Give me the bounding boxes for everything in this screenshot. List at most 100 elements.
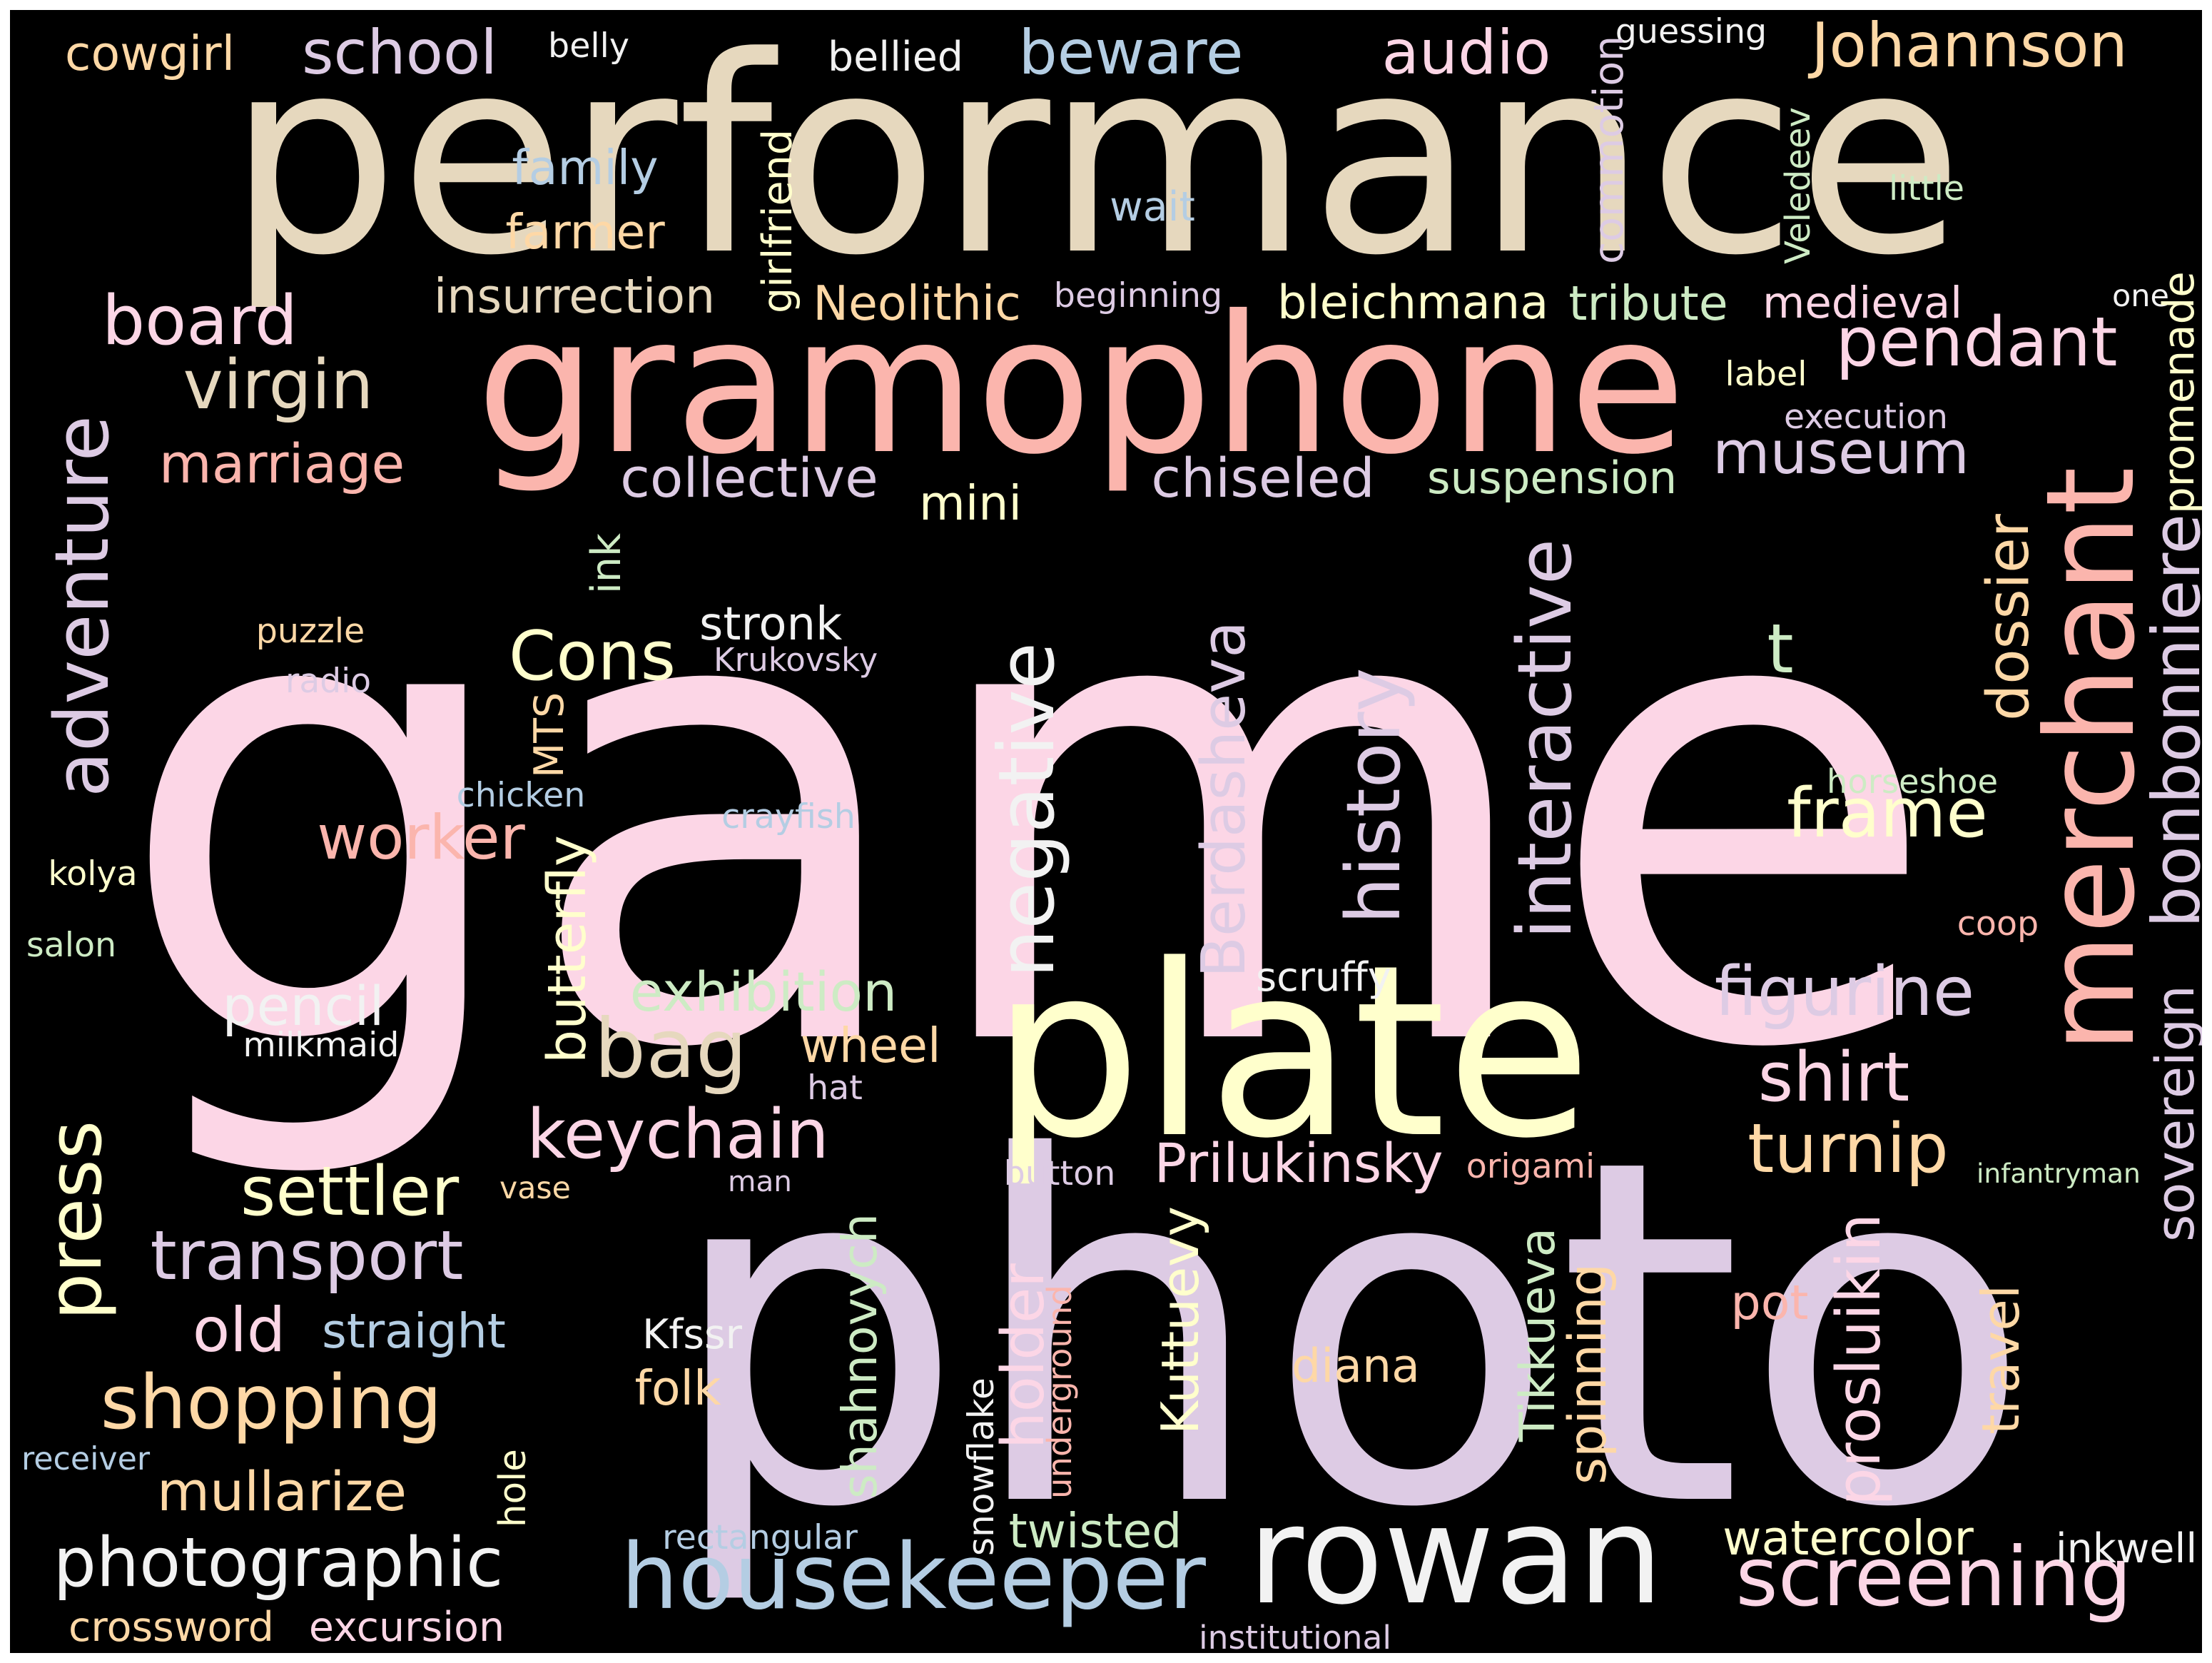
word-snowflake: snowflake: [959, 1378, 1002, 1556]
word-merchant: merchant: [2019, 467, 2162, 1053]
word-frame: frame: [1787, 774, 1988, 853]
word-interactive: interactive: [1501, 538, 1588, 939]
word-coop: coop: [1957, 904, 2039, 944]
word-scruffy: scruffy: [1256, 954, 1391, 1001]
word-museum: museum: [1713, 418, 1969, 487]
word-travel: travel: [1971, 1285, 2031, 1435]
word-pencil: pencil: [222, 974, 385, 1038]
word-worker: worker: [317, 803, 525, 874]
word-kolya: kolya: [48, 854, 138, 894]
word-plate: plate: [990, 914, 1593, 1191]
word-rowan: rowan: [1247, 1477, 1664, 1634]
word-photographic: photographic: [53, 1523, 504, 1602]
word-beware: beware: [1018, 18, 1244, 89]
word-mini: mini: [919, 475, 1022, 531]
word-prosluikin: prosluikin: [1822, 1213, 1894, 1506]
word-old: old: [192, 1295, 286, 1367]
word-cowgirl: cowgirl: [64, 25, 235, 81]
word-board: board: [101, 281, 298, 360]
word-origami: origami: [1466, 1147, 1595, 1187]
word-label: label: [1725, 355, 1807, 395]
word-sovereign: sovereign: [2146, 985, 2202, 1242]
word-collective: collective: [620, 446, 878, 510]
word-mullarize: mullarize: [156, 1460, 407, 1523]
word-t: t: [1767, 610, 1794, 689]
word-guessing: guessing: [1615, 12, 1767, 52]
word-mts: MTS: [525, 692, 573, 779]
word-twisted: twisted: [1008, 1502, 1182, 1559]
word-institutional: institutional: [1199, 1619, 1392, 1653]
word-housekeeper: housekeeper: [621, 1524, 1206, 1630]
word-performance: performance: [227, 10, 1964, 315]
word-berdasheva: Berdasheva: [1188, 621, 1259, 978]
word-radio: radio: [285, 662, 372, 702]
word-family: family: [512, 139, 659, 196]
word-straight: straight: [322, 1303, 506, 1359]
word-chiseled: chiseled: [1151, 446, 1375, 510]
word-gramophone: gramophone: [476, 275, 1686, 496]
word-crayfish: crayfish: [721, 797, 856, 837]
word-audio: audio: [1381, 18, 1551, 89]
word-bleichmana: bleichmana: [1277, 276, 1549, 330]
word-man: man: [728, 1163, 792, 1198]
word-ink: ink: [582, 533, 630, 595]
word-shahnovych: shahnovych: [831, 1213, 888, 1499]
word-button: button: [1003, 1154, 1116, 1194]
word-beginning: beginning: [1053, 276, 1223, 316]
word-promenade: promenade: [2155, 271, 2202, 514]
word-exhibition: exhibition: [629, 960, 898, 1023]
word-one: one: [2112, 278, 2170, 314]
word-krukovsky: Krukovsky: [714, 641, 878, 679]
word-marriage: marriage: [158, 432, 405, 495]
word-pendant: pendant: [1835, 303, 2118, 382]
word-folk: folk: [634, 1360, 721, 1416]
word-cons: Cons: [508, 617, 676, 696]
word-salon: salon: [26, 926, 117, 966]
word-bonbonniere: bonbonniere: [2137, 513, 2202, 928]
word-puzzle: puzzle: [255, 612, 365, 652]
word-pot: pot: [1730, 1274, 1809, 1330]
word-girlfriend: girlfriend: [754, 128, 801, 313]
word-kuttuevy: Kuttuevy: [1150, 1206, 1211, 1435]
word-shirt: shirt: [1757, 1038, 1910, 1117]
word-neolithic: Neolithic: [813, 275, 1021, 331]
word-excursion: excursion: [308, 1603, 505, 1651]
word-hat: hat: [807, 1068, 863, 1108]
word-horseshoe: horseshoe: [1827, 762, 1999, 801]
word-veledeev: Veledeev: [1777, 107, 1818, 264]
word-butterfly: butterfly: [535, 835, 598, 1063]
word-underground: underground: [1040, 1285, 1079, 1499]
word-inkwell: inkwell: [2055, 1525, 2198, 1572]
word-wheel: wheel: [800, 1017, 941, 1073]
word-bag: bag: [594, 1001, 748, 1096]
word-shopping: shopping: [100, 1358, 442, 1446]
word-stronk: stronk: [699, 598, 843, 652]
word-game: game: [114, 438, 1942, 1188]
word-infantryman: infantryman: [1977, 1158, 2141, 1190]
word-prilukinsky: Prilukinsky: [1154, 1131, 1444, 1195]
word-watercolor: watercolor: [1723, 1510, 1974, 1566]
word-keychain: keychain: [527, 1095, 829, 1174]
word-chicken: chicken: [456, 776, 586, 816]
word-rectangular: rectangular: [662, 1518, 858, 1558]
word-execution: execution: [1784, 398, 1948, 438]
word-milkmaid: milkmaid: [243, 1026, 400, 1066]
word-johannson: Johannson: [1811, 11, 2128, 82]
word-settler: settler: [240, 1152, 460, 1231]
word-medieval: medieval: [1762, 277, 1963, 328]
word-virgin: virgin: [183, 345, 374, 425]
word-kfssr: Kfssr: [642, 1310, 743, 1358]
word-wait: wait: [1110, 183, 1195, 231]
word-figurine: figurine: [1714, 952, 1975, 1031]
word-history: history: [1329, 667, 1417, 924]
word-press: press: [31, 1120, 118, 1321]
word-insurrection: insurrection: [433, 268, 716, 324]
word-transport: transport: [150, 1216, 464, 1295]
word-turnip: turnip: [1747, 1109, 1949, 1188]
word-diana: diana: [1292, 1339, 1420, 1393]
word-cloud: game photo performance gramophone plate merch…: [10, 10, 2202, 1653]
word-vase: vase: [499, 1170, 571, 1206]
word-receiver: receiver: [21, 1440, 151, 1477]
word-tikkueva: Tikkueva: [1509, 1227, 1566, 1442]
word-adventure: adventure: [38, 415, 126, 798]
